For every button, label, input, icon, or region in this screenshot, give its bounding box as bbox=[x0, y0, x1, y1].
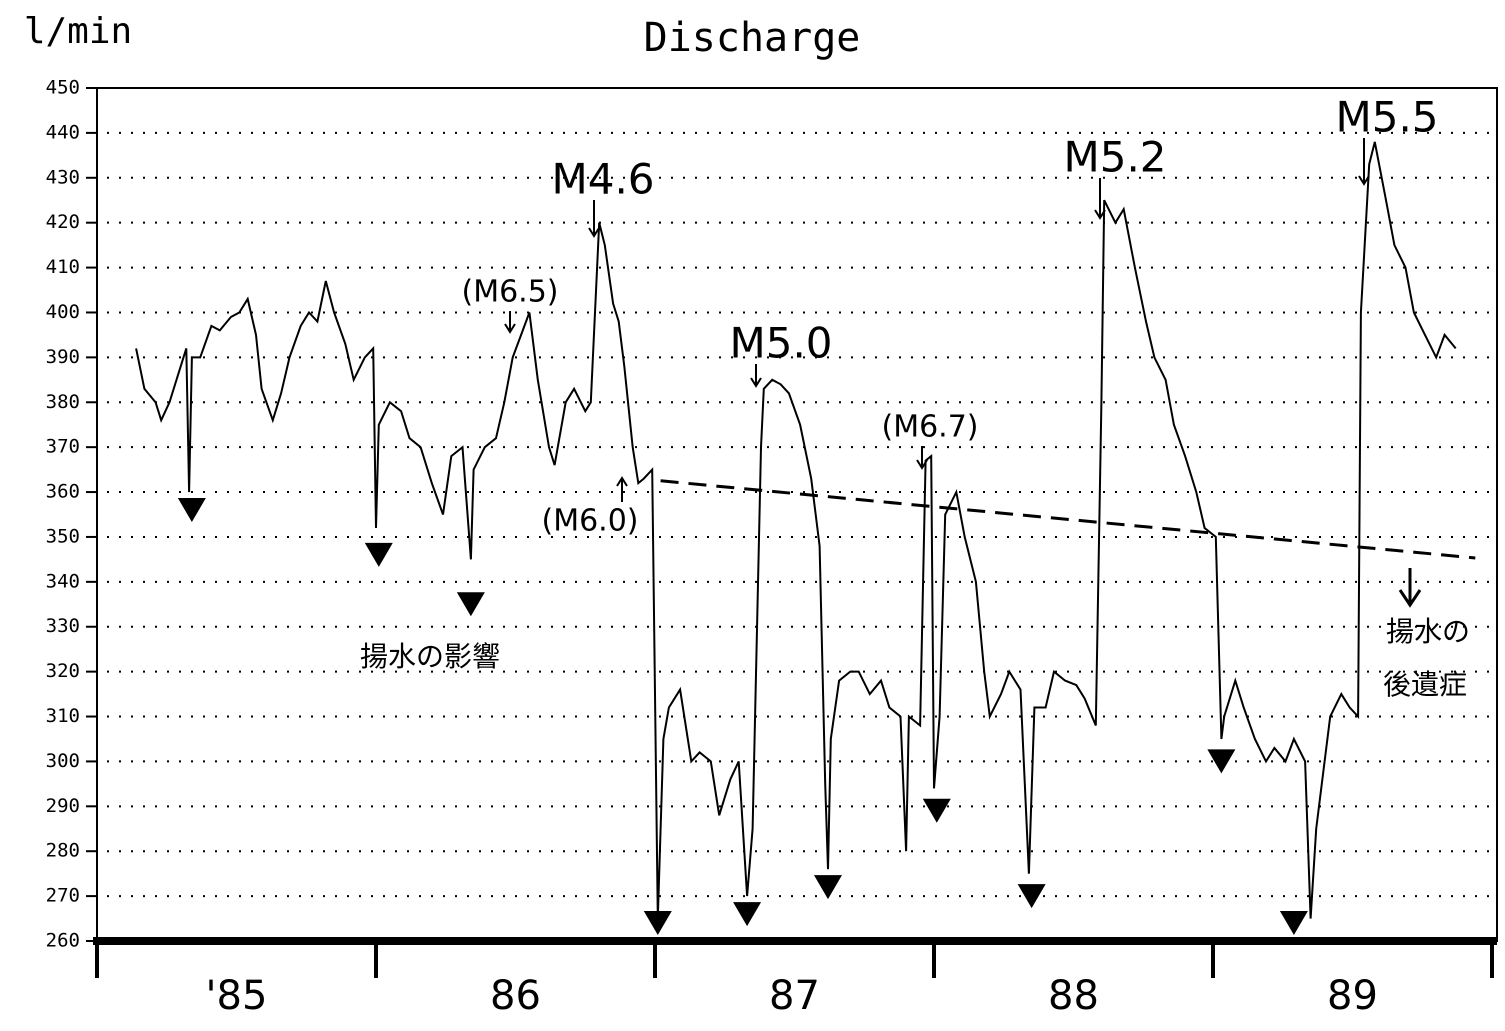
y-tick-label: 420 bbox=[46, 211, 80, 233]
x-tick-label: 88 bbox=[1048, 973, 1099, 1019]
event-marker bbox=[733, 902, 762, 927]
event-marker bbox=[1017, 884, 1046, 909]
y-tick-label: 430 bbox=[46, 166, 80, 188]
y-tick-label: 270 bbox=[46, 885, 80, 907]
y-tick-label: 330 bbox=[46, 615, 80, 637]
y-tick-label: 340 bbox=[46, 570, 80, 592]
x-tick-label: 89 bbox=[1327, 973, 1378, 1019]
y-tick-label: 410 bbox=[46, 256, 80, 278]
plot-frame bbox=[96, 87, 1498, 942]
annotation-arrowhead bbox=[504, 323, 516, 334]
annotation: 揚水の影響 bbox=[360, 640, 500, 673]
annotation: 後遺症 bbox=[1383, 668, 1467, 701]
y-tick-label: 450 bbox=[46, 77, 80, 99]
event-marker bbox=[643, 911, 672, 936]
annotation-arrowhead bbox=[616, 476, 628, 487]
event-marker bbox=[364, 542, 393, 567]
y-tick-label: 320 bbox=[46, 660, 80, 682]
y-tick-label: 440 bbox=[46, 121, 80, 143]
y-tick-label: 300 bbox=[46, 750, 80, 772]
y-tick-label: 290 bbox=[46, 795, 80, 817]
event-marker bbox=[1207, 749, 1236, 774]
y-tick-label: 260 bbox=[46, 930, 80, 952]
annotation: (M6.5) bbox=[461, 275, 558, 310]
x-tick-label: '85 bbox=[206, 973, 268, 1019]
event-marker bbox=[456, 592, 485, 617]
event-marker bbox=[922, 798, 951, 823]
annotation-arrowhead bbox=[916, 459, 928, 470]
annotation-arrowhead bbox=[1398, 589, 1422, 608]
annotation-arrowhead bbox=[1094, 209, 1106, 220]
y-tick-label: 350 bbox=[46, 525, 80, 547]
x-tick-label: 86 bbox=[490, 973, 541, 1019]
y-tick-label: 390 bbox=[46, 346, 80, 368]
event-marker bbox=[813, 875, 842, 900]
discharge-line bbox=[135, 141, 1457, 919]
y-axis-label: l/min bbox=[24, 11, 132, 52]
y-tick-label: 360 bbox=[46, 481, 80, 503]
annotation-arrowhead bbox=[588, 227, 600, 238]
y-tick-label: 310 bbox=[46, 705, 80, 727]
y-tick-label: 370 bbox=[46, 436, 80, 458]
annotation: M4.6 bbox=[551, 155, 654, 204]
annotation: M5.2 bbox=[1063, 133, 1166, 182]
event-marker bbox=[177, 498, 206, 523]
x-tick-label: 87 bbox=[769, 973, 820, 1019]
annotation: M5.0 bbox=[729, 319, 832, 368]
y-tick-label: 280 bbox=[46, 840, 80, 862]
annotation: (M6.7) bbox=[881, 410, 978, 445]
annotation: (M6.0) bbox=[541, 504, 638, 539]
annotation-arrowhead bbox=[750, 377, 762, 388]
annotation: 揚水の bbox=[1386, 615, 1470, 648]
event-marker bbox=[1279, 911, 1308, 936]
annotation-arrowhead bbox=[1358, 175, 1370, 186]
y-tick-label: 380 bbox=[46, 391, 80, 413]
chart-title: Discharge bbox=[644, 15, 861, 61]
trend-line bbox=[660, 479, 1476, 560]
annotation: M5.5 bbox=[1335, 93, 1438, 142]
y-tick-label: 400 bbox=[46, 301, 80, 323]
